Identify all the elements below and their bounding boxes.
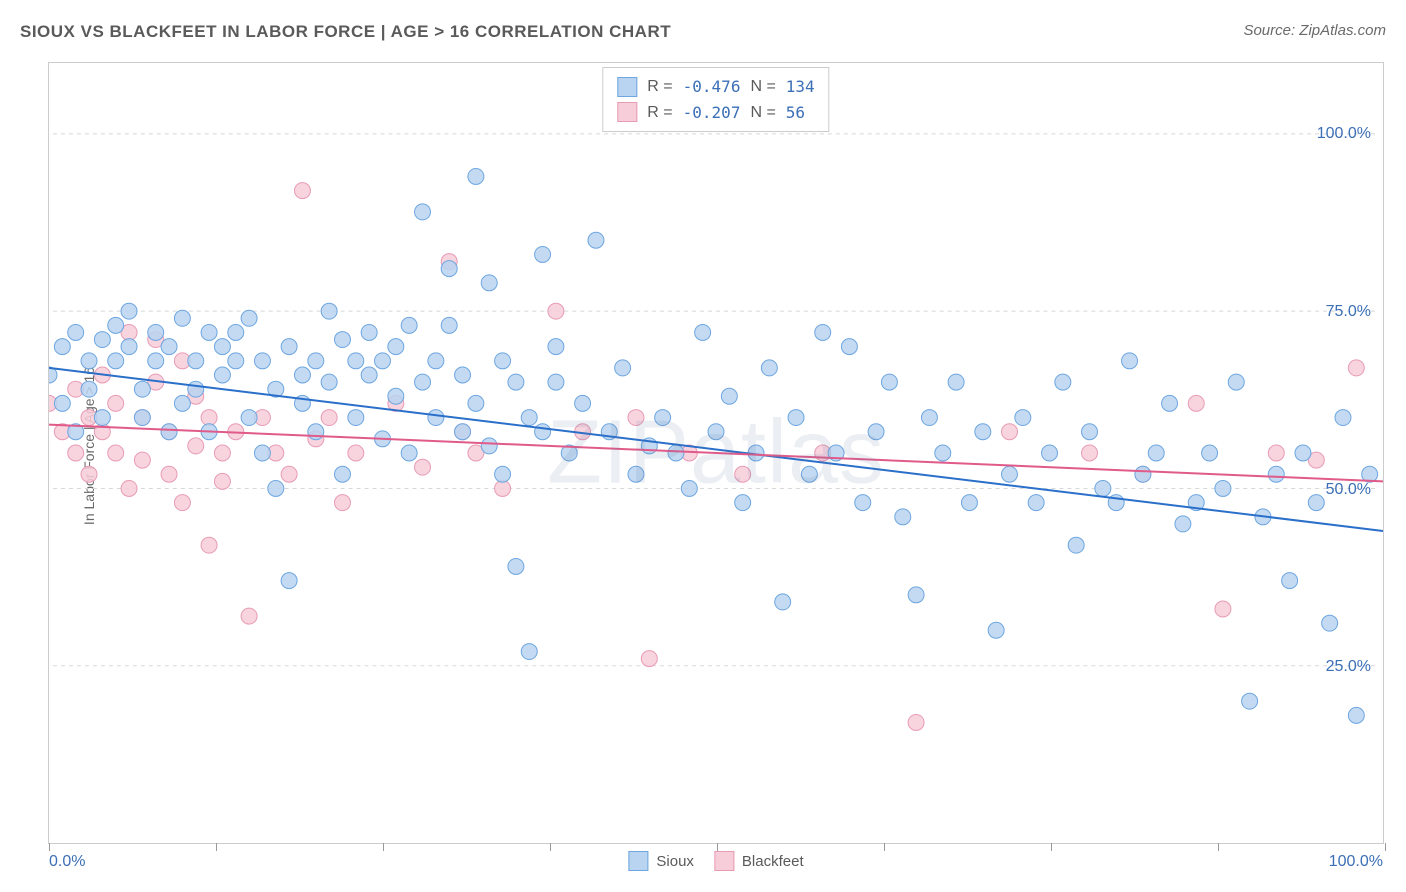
- source-attribution: Source: ZipAtlas.com: [1243, 22, 1386, 39]
- x-tick: [884, 843, 885, 851]
- n-label: N =: [750, 74, 775, 100]
- x-axis-min-label: 0.0%: [49, 853, 85, 871]
- y-tick-label: 25.0%: [1326, 658, 1371, 676]
- chart-plot-area: ZIPatlas R = -0.476 N = 134 R = -0.207 N…: [48, 62, 1384, 844]
- blackfeet-legend-label: Blackfeet: [742, 853, 804, 870]
- x-tick: [216, 843, 217, 851]
- n-label: N =: [750, 100, 775, 126]
- scatter-plot-svg: [49, 63, 1383, 843]
- x-tick: [1218, 843, 1219, 851]
- sioux-r-value: -0.476: [683, 74, 741, 100]
- x-axis-max-label: 100.0%: [1329, 853, 1383, 871]
- x-tick: [717, 843, 718, 851]
- x-tick: [49, 843, 50, 851]
- sioux-legend-label: Sioux: [656, 853, 694, 870]
- blackfeet-n-value: 56: [786, 100, 805, 126]
- r-label: R =: [647, 100, 672, 126]
- y-tick-label: 50.0%: [1326, 481, 1371, 499]
- blackfeet-swatch: [617, 102, 637, 122]
- sioux-swatch-bottom: [628, 851, 648, 871]
- x-tick: [1385, 843, 1386, 851]
- x-tick: [1051, 843, 1052, 851]
- sioux-n-value: 134: [786, 74, 815, 100]
- x-tick: [383, 843, 384, 851]
- y-tick-label: 75.0%: [1326, 303, 1371, 321]
- y-tick-label: 100.0%: [1317, 125, 1371, 143]
- correlation-legend: R = -0.476 N = 134 R = -0.207 N = 56: [602, 67, 829, 132]
- sioux-swatch: [617, 77, 637, 97]
- blackfeet-swatch-bottom: [714, 851, 734, 871]
- chart-title: SIOUX VS BLACKFEET IN LABOR FORCE | AGE …: [20, 22, 671, 41]
- series-legend: Sioux Blackfeet: [628, 851, 803, 871]
- blackfeet-r-value: -0.207: [683, 100, 741, 126]
- r-label: R =: [647, 74, 672, 100]
- x-tick: [550, 843, 551, 851]
